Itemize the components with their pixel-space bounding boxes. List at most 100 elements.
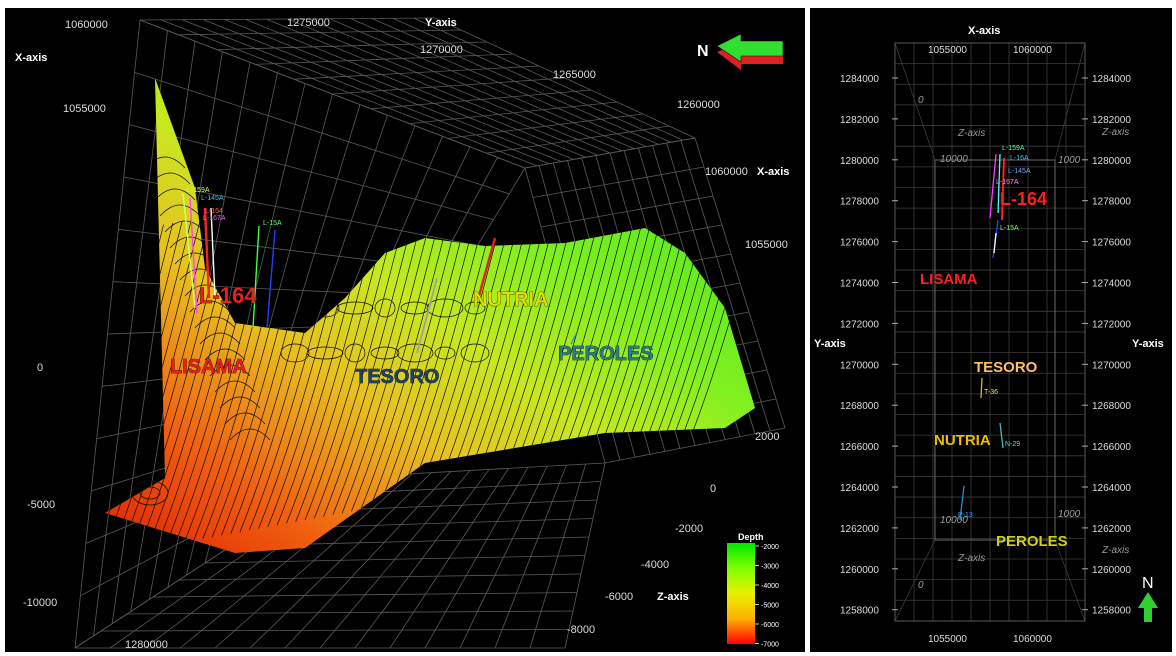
y-tick-right: 1284000 [1092, 74, 1131, 85]
x-left-tick: 1060000 [65, 19, 108, 31]
z-tick: 10000 [940, 515, 968, 526]
z-tick: 0 [710, 483, 716, 495]
legend-colorbar [727, 543, 755, 644]
north-arrow-3d: N [697, 33, 784, 70]
well-label: L-16A [1010, 155, 1029, 162]
legend-tick: -7000 [761, 642, 779, 649]
top-view-svg: 1284000 1284000 1282000 1282000 1280000 12800… [814, 25, 1164, 645]
field-label-peroles: PEROLES [558, 343, 654, 365]
y-tick-right: 1262000 [1092, 524, 1131, 535]
well-label: L-159A [187, 187, 210, 194]
y-axis-title-left: Y-axis [814, 338, 846, 350]
field-labels-top: L-164 LISAMA TESORO NUTRIA PEROLES [920, 189, 1068, 551]
y-axis-title-right: Y-axis [1132, 338, 1164, 350]
y-tick-left: 1282000 [840, 115, 879, 126]
depth-legend: Depth -2000 -3000 -4000 -5000 -6000 -7000 [727, 532, 779, 649]
y-tick-right: 1282000 [1092, 115, 1131, 126]
y-tick-right: 1258000 [1092, 606, 1131, 617]
y-tick-right: 1260000 [1092, 565, 1131, 576]
well-label: L-159A [1002, 145, 1025, 152]
y-tick-right: 1278000 [1092, 197, 1131, 208]
well-label: L-15A [263, 220, 282, 227]
well-labels-3d: L-159A L-164 L-15A L-145A L-167A [187, 187, 282, 227]
north-label: N [1142, 575, 1154, 592]
x-axis-title-top: X-axis [968, 25, 1000, 37]
field-label-lisama: LISAMA [920, 271, 978, 288]
north-arrow-top: N [1138, 575, 1158, 622]
y-tick-right: 1268000 [1092, 401, 1131, 412]
y-tick-left: 1262000 [840, 524, 879, 535]
x-right-tick: 1060000 [705, 166, 748, 178]
field-label-peroles: PEROLES [996, 533, 1068, 550]
y-top-tick: 1260000 [677, 99, 720, 111]
field-label-nutria: NUTRIA [473, 289, 549, 311]
z-tick: 0 [918, 95, 924, 106]
y-tick-left: 1258000 [840, 606, 879, 617]
well-callout-label: L-164 [199, 283, 257, 308]
y-tick-left: 1270000 [840, 360, 879, 371]
y-tick-right: 1264000 [1092, 483, 1131, 494]
field-label-lisama: LISAMA [170, 356, 247, 378]
top-axis-ticks: 1284000 1284000 1282000 1282000 1280000 12800… [840, 45, 1131, 645]
y-top-tick: 1270000 [420, 44, 463, 56]
y-tick-right: 1280000 [1092, 156, 1131, 167]
legend-tick: -2000 [761, 544, 779, 551]
y-tick-left: 1264000 [840, 483, 879, 494]
y-tick-left: 1266000 [840, 442, 879, 453]
legend-tick: -4000 [761, 583, 779, 590]
y-tick-left: 1276000 [840, 238, 879, 249]
well-paths-3d [182, 192, 577, 354]
y-axis-title-top: Y-axis [425, 17, 457, 29]
z-tick: -8000 [567, 624, 595, 636]
y-tick-left: 1260000 [840, 565, 879, 576]
field-label-tesoro: TESORO [974, 359, 1038, 376]
well-paths-top [959, 153, 1005, 521]
well-label: P-13 [958, 512, 973, 519]
well-label: N-29 [1005, 441, 1020, 448]
legend-tick: -5000 [761, 603, 779, 610]
axis-labels-3d: X-axis Y-axis X-axis Z-axis 1060000 1055… [15, 17, 789, 651]
y-top-tick: 1275000 [287, 17, 330, 29]
field-label-tesoro: TESORO [355, 366, 439, 388]
x-right-tick: 1055000 [745, 239, 788, 251]
z-tick: 1000 [1058, 509, 1081, 520]
y-tick-right: 1272000 [1092, 319, 1131, 330]
x-axis-title-left: X-axis [15, 52, 47, 64]
x-axis-title-right: X-axis [757, 166, 789, 178]
y-tick-right: 1276000 [1092, 238, 1131, 249]
z-axis-title: Z-axis [957, 128, 985, 139]
y-tick-left: 1272000 [840, 319, 879, 330]
bottom-tick: 1280000 [125, 639, 168, 651]
field-label-nutria: NUTRIA [934, 432, 991, 449]
legend-title: Depth [738, 532, 764, 542]
x-tick-bottom: 1055000 [928, 634, 967, 645]
x-tick-top: 1055000 [928, 45, 967, 56]
top-axis-titles: X-axis Y-axis Y-axis Z-axis Z-axis Z-axi… [814, 25, 1164, 591]
z-tick: -2000 [675, 523, 703, 535]
well-label: L-167A [203, 215, 226, 222]
y-tick-right: 1266000 [1092, 442, 1131, 453]
z-axis-title: Z-axis [957, 553, 985, 564]
legend-tick: -3000 [761, 564, 779, 571]
field-labels-3d: L-164 LISAMA TESORO NUTRIA PEROLES [170, 283, 654, 389]
z-tick: 2000 [755, 431, 779, 443]
y-tick-left: 1284000 [840, 74, 879, 85]
z-tick: -4000 [641, 559, 669, 571]
top-view: 1284000 1284000 1282000 1282000 1280000 12800… [810, 8, 1172, 652]
surface-3d-svg: L-159A L-164 L-15A L-145A L-167A L-164 L… [15, 17, 789, 651]
y-tick-left: 1268000 [840, 401, 879, 412]
well-label: L-145A [1008, 168, 1031, 175]
x-left-tick: 0 [37, 362, 43, 374]
well-labels-top: L-159A L-16A L-167A L-145A L-15A T-36 N-… [958, 145, 1031, 519]
well-label: L-167A [996, 179, 1019, 186]
legend-tick: -6000 [761, 622, 779, 629]
z-tick: 1000 [1058, 155, 1081, 166]
well-label: T-36 [984, 389, 998, 396]
y-tick-left: 1274000 [840, 279, 879, 290]
x-left-tick: 1055000 [63, 103, 106, 115]
depth-surface [105, 78, 755, 553]
well-callout-label: L-164 [1000, 189, 1047, 209]
z-tick: 0 [918, 580, 924, 591]
y-tick-left: 1280000 [840, 156, 879, 167]
well-label: L-164 [205, 208, 223, 215]
